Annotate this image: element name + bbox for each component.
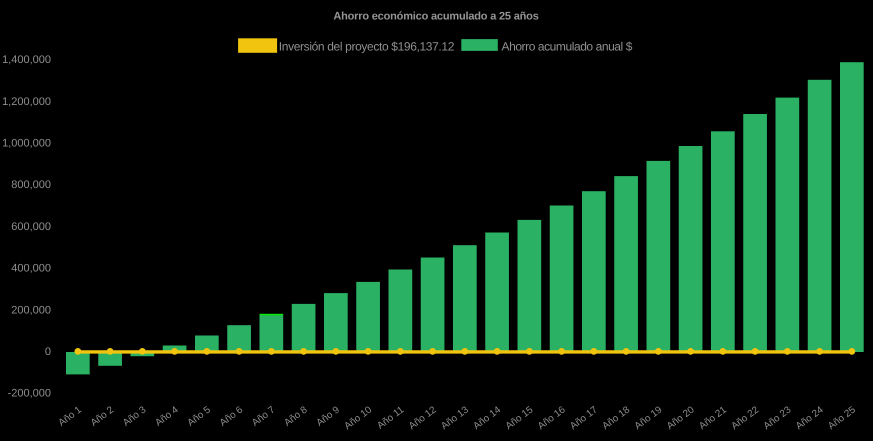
svg-text:1,400,000: 1,400,000 [2, 54, 51, 66]
svg-text:Ahorro acumulado anual $: Ahorro acumulado anual $ [502, 39, 633, 53]
svg-text:200,000: 200,000 [11, 304, 51, 316]
svg-text:600,000: 600,000 [11, 221, 51, 233]
svg-text:400,000: 400,000 [11, 263, 51, 275]
svg-text:1,200,000: 1,200,000 [2, 96, 51, 108]
svg-text:1,000,000: 1,000,000 [2, 138, 51, 150]
svg-text:-200,000: -200,000 [8, 388, 51, 400]
svg-text:800,000: 800,000 [11, 179, 51, 191]
svg-text:0: 0 [45, 346, 51, 358]
svg-text:Inversión del proyecto $196,13: Inversión del proyecto $196,137.12 [279, 39, 455, 53]
svg-text:Ahorro económico acumulado a 2: Ahorro económico acumulado a 25 años [333, 11, 538, 23]
